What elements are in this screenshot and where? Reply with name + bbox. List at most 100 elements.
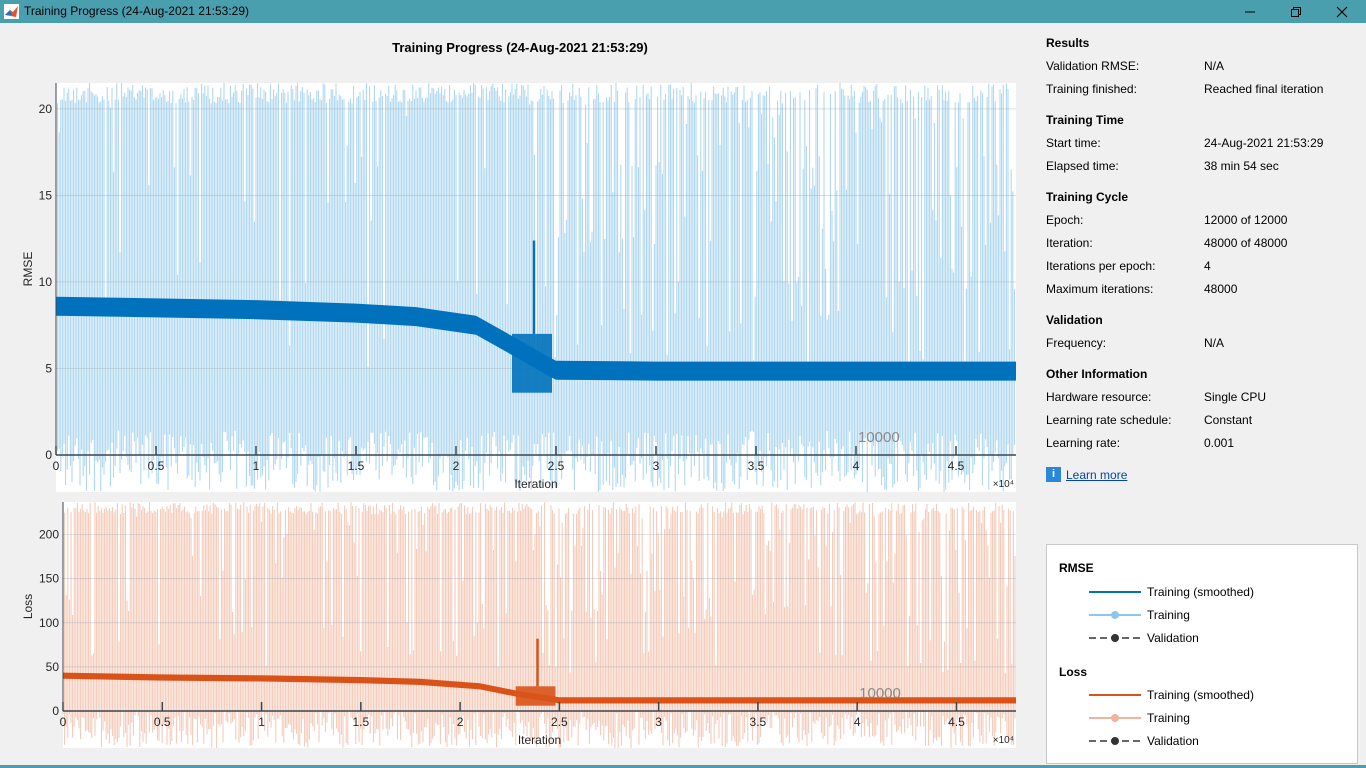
loss-y-tick-label: 0 [52, 704, 59, 718]
minimize-icon [1245, 11, 1255, 12]
info-value: 48000 [1204, 282, 1238, 296]
loss-y-axis-label: Loss [21, 594, 35, 619]
info-key: Maximum iterations: [1046, 282, 1154, 296]
loss-x-tick-label: 3.5 [750, 715, 767, 729]
section-training-cycle: Training Cycle Epoch: 12000 of 12000 Iterat… [1046, 190, 1356, 301]
restore-button[interactable] [1273, 0, 1319, 23]
info-row: Iterations per epoch: 4 [1046, 255, 1356, 278]
close-button[interactable] [1319, 0, 1365, 23]
restore-icon [1291, 6, 1301, 17]
loss-x-tick-label: 0.5 [154, 715, 171, 729]
legend-box: RMSE Training (smoothed) Training Valida… [1046, 544, 1358, 764]
legend-loss-training: Training [1089, 710, 1190, 726]
window-titlebar: Training Progress (24-Aug-2021 21:53:29) [0, 0, 1366, 23]
info-key: Iteration: [1046, 236, 1093, 250]
rmse-x-tick-label: 3.5 [748, 459, 765, 473]
legend-rmse-training-smoothed: Training (smoothed) [1089, 584, 1254, 600]
info-value: 0.001 [1204, 436, 1235, 450]
rmse-x-tick-label: 0 [53, 459, 60, 473]
rmse-y-tick-label: 10 [39, 275, 53, 289]
loss-y-tick-label: 50 [46, 660, 60, 674]
loss-annotation: 10000 [859, 685, 901, 702]
legend-loss-validation: Validation [1089, 733, 1199, 749]
info-row: Frequency: N/A [1046, 332, 1356, 355]
info-value: N/A [1204, 336, 1225, 350]
section-heading: Other Information [1046, 367, 1148, 381]
loss-x-tick-label: 4.5 [948, 715, 965, 729]
info-row: Maximum iterations: 48000 [1046, 278, 1356, 301]
info-value: Reached final iteration [1204, 82, 1324, 96]
learn-more-link[interactable]: Learn more [1066, 467, 1128, 482]
legend-rmse-title: RMSE [1059, 561, 1094, 575]
info-key: Epoch: [1046, 213, 1084, 227]
info-key: Learning rate schedule: [1046, 413, 1172, 427]
rmse-x-tick-label: 0.5 [148, 459, 165, 473]
line-marker-swatch-icon [1089, 714, 1141, 722]
rmse-annotation: 10000 [858, 429, 900, 446]
line-marker-swatch-icon [1089, 611, 1141, 619]
loss-x-tick-label: 2.5 [551, 715, 568, 729]
info-row: Elapsed time: 38 min 54 sec [1046, 155, 1356, 178]
minimize-button[interactable] [1227, 0, 1273, 23]
section-heading: Training Time [1046, 113, 1124, 127]
section-heading: Training Cycle [1046, 190, 1129, 204]
section-validation: Validation Frequency: N/A [1046, 313, 1356, 355]
rmse-x-tick-label: 4 [853, 459, 860, 473]
loss-axes: 0 50 100 150 200 0 0.5 1 1.5 2 2.5 3 3.5 4 4.5 Iteratio… [21, 502, 1016, 748]
info-key: Start time: [1046, 136, 1101, 150]
loss-x-tick-label: 2 [457, 715, 464, 729]
legend-label: Validation [1147, 734, 1199, 748]
rmse-axes: 0 5 10 15 20 0 0.5 1 1.5 2 2.5 3 3.5 4 4.5 Iteration ×10… [21, 83, 1016, 492]
info-value: Single CPU [1204, 390, 1267, 404]
legend-rmse-validation: Validation [1089, 630, 1199, 646]
info-key: Hardware resource: [1046, 390, 1152, 404]
rmse-x-tick-label: 1 [253, 459, 260, 473]
info-value: 48000 of 48000 [1204, 236, 1288, 250]
window-bottom-border [0, 765, 1366, 768]
section-heading: Validation [1046, 313, 1103, 327]
dashed-marker-swatch-icon [1089, 737, 1141, 745]
rmse-y-tick-label: 0 [45, 448, 52, 462]
info-row: Epoch: 12000 of 12000 [1046, 209, 1356, 232]
rmse-x-tick-label: 4.5 [948, 459, 965, 473]
loss-x-axis-label: Iteration [518, 733, 561, 747]
info-value: 4 [1204, 259, 1211, 273]
info-row: Learning rate schedule: Constant [1046, 409, 1356, 432]
info-value: Constant [1204, 413, 1253, 427]
info-value: 38 min 54 sec [1204, 159, 1279, 173]
legend-label: Validation [1147, 631, 1199, 645]
section-results: Results Validation RMSE: N/A Training finis… [1046, 36, 1356, 101]
rmse-y-tick-label: 15 [39, 188, 53, 202]
learn-more-row: i Learn more [1046, 467, 1356, 482]
loss-y-tick-label: 150 [39, 572, 59, 586]
info-value: N/A [1204, 59, 1225, 73]
info-key: Validation RMSE: [1046, 59, 1140, 73]
legend-label: Training [1147, 608, 1190, 622]
dashed-marker-swatch-icon [1089, 634, 1141, 642]
loss-transition-block [515, 686, 556, 706]
rmse-smoothed-band [56, 296, 1016, 381]
loss-x-tick-label: 0 [60, 715, 67, 729]
info-key: Frequency: [1046, 336, 1107, 350]
rmse-x-tick-label: 2 [453, 459, 460, 473]
info-row: Start time: 24-Aug-2021 21:53:29 [1046, 132, 1356, 155]
loss-y-tick-label: 200 [39, 528, 59, 542]
legend-label: Training (smoothed) [1147, 585, 1254, 599]
loss-smoothed-band [63, 672, 1016, 704]
matlab-logo-icon [4, 4, 19, 19]
loss-x-tick-label: 1.5 [352, 715, 369, 729]
rmse-transition-block [512, 333, 552, 393]
info-panel: Results Validation RMSE: N/A Training finis… [1046, 36, 1356, 482]
rmse-y-tick-label: 5 [45, 361, 52, 375]
line-swatch-icon [1089, 591, 1141, 593]
section-heading: Results [1046, 36, 1090, 50]
loss-x-tick-label: 3 [655, 715, 662, 729]
rmse-x-tick-label: 3 [653, 459, 660, 473]
legend-loss-title: Loss [1059, 665, 1088, 679]
close-icon [1336, 6, 1348, 17]
section-training-time: Training Time Start time: 24-Aug-2021 21:5… [1046, 113, 1356, 178]
loss-x-tick-label: 1 [258, 715, 265, 729]
section-other-info: Other Information Hardware resource: Singl… [1046, 367, 1356, 455]
loss-x-multiplier: ×10⁴ [993, 735, 1014, 746]
